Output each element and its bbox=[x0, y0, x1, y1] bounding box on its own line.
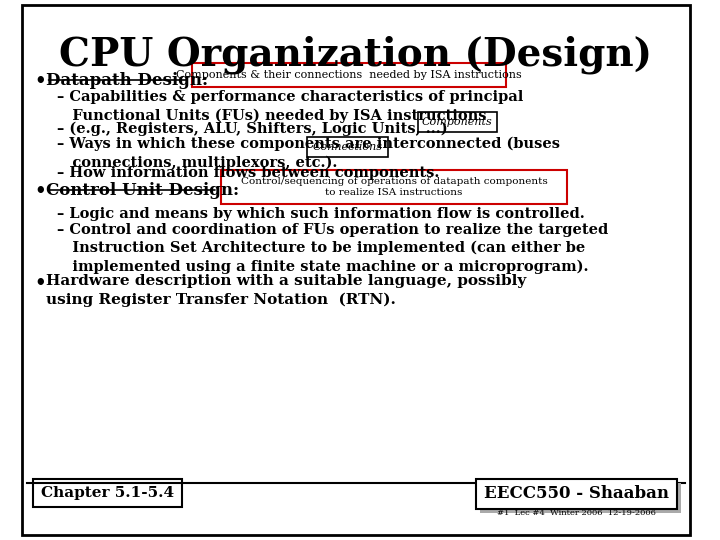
Text: – How information flows between components.: – How information flows between componen… bbox=[57, 166, 439, 180]
FancyBboxPatch shape bbox=[418, 112, 497, 132]
Text: #1  Lec #4  Winter 2006  12-19-2006: #1 Lec #4 Winter 2006 12-19-2006 bbox=[498, 509, 656, 517]
Text: – Ways in which these components are interconnected (buses
   connections, multi: – Ways in which these components are int… bbox=[57, 137, 560, 170]
Text: – (e.g., Registers, ALU, Shifters, Logic Units, ...): – (e.g., Registers, ALU, Shifters, Logic… bbox=[57, 122, 448, 137]
Text: •: • bbox=[35, 182, 46, 200]
Text: Connections: Connections bbox=[312, 142, 382, 152]
Text: EECC550 - Shaaban: EECC550 - Shaaban bbox=[485, 485, 669, 503]
Text: Chapter 5.1-5.4: Chapter 5.1-5.4 bbox=[41, 486, 174, 500]
Text: Control Unit Design:: Control Unit Design: bbox=[46, 182, 239, 199]
Text: Hardware description with a suitable language, possibly
using Register Transfer : Hardware description with a suitable lan… bbox=[46, 274, 526, 307]
Text: Control/sequencing of operations of datapath components
to realize ISA instructi: Control/sequencing of operations of data… bbox=[240, 177, 547, 198]
Text: CPU Organization (Design): CPU Organization (Design) bbox=[59, 35, 652, 73]
FancyBboxPatch shape bbox=[22, 5, 690, 535]
Text: Components & their connections  needed by ISA instructions: Components & their connections needed by… bbox=[176, 70, 522, 80]
Text: Components: Components bbox=[422, 117, 492, 127]
Text: – Control and coordination of FUs operation to realize the targeted
   Instructi: – Control and coordination of FUs operat… bbox=[57, 223, 608, 274]
FancyBboxPatch shape bbox=[307, 137, 388, 157]
FancyBboxPatch shape bbox=[476, 479, 678, 509]
Text: •: • bbox=[35, 72, 46, 90]
Text: – Logic and means by which such information flow is controlled.: – Logic and means by which such informat… bbox=[57, 207, 585, 221]
FancyBboxPatch shape bbox=[480, 483, 681, 513]
Text: Datapath Design:: Datapath Design: bbox=[46, 72, 208, 89]
Text: •: • bbox=[35, 274, 46, 292]
FancyBboxPatch shape bbox=[32, 479, 182, 507]
FancyBboxPatch shape bbox=[220, 170, 567, 204]
Text: – Capabilities & performance characteristics of principal
   Functional Units (F: – Capabilities & performance characteris… bbox=[57, 90, 523, 123]
FancyBboxPatch shape bbox=[192, 63, 506, 87]
